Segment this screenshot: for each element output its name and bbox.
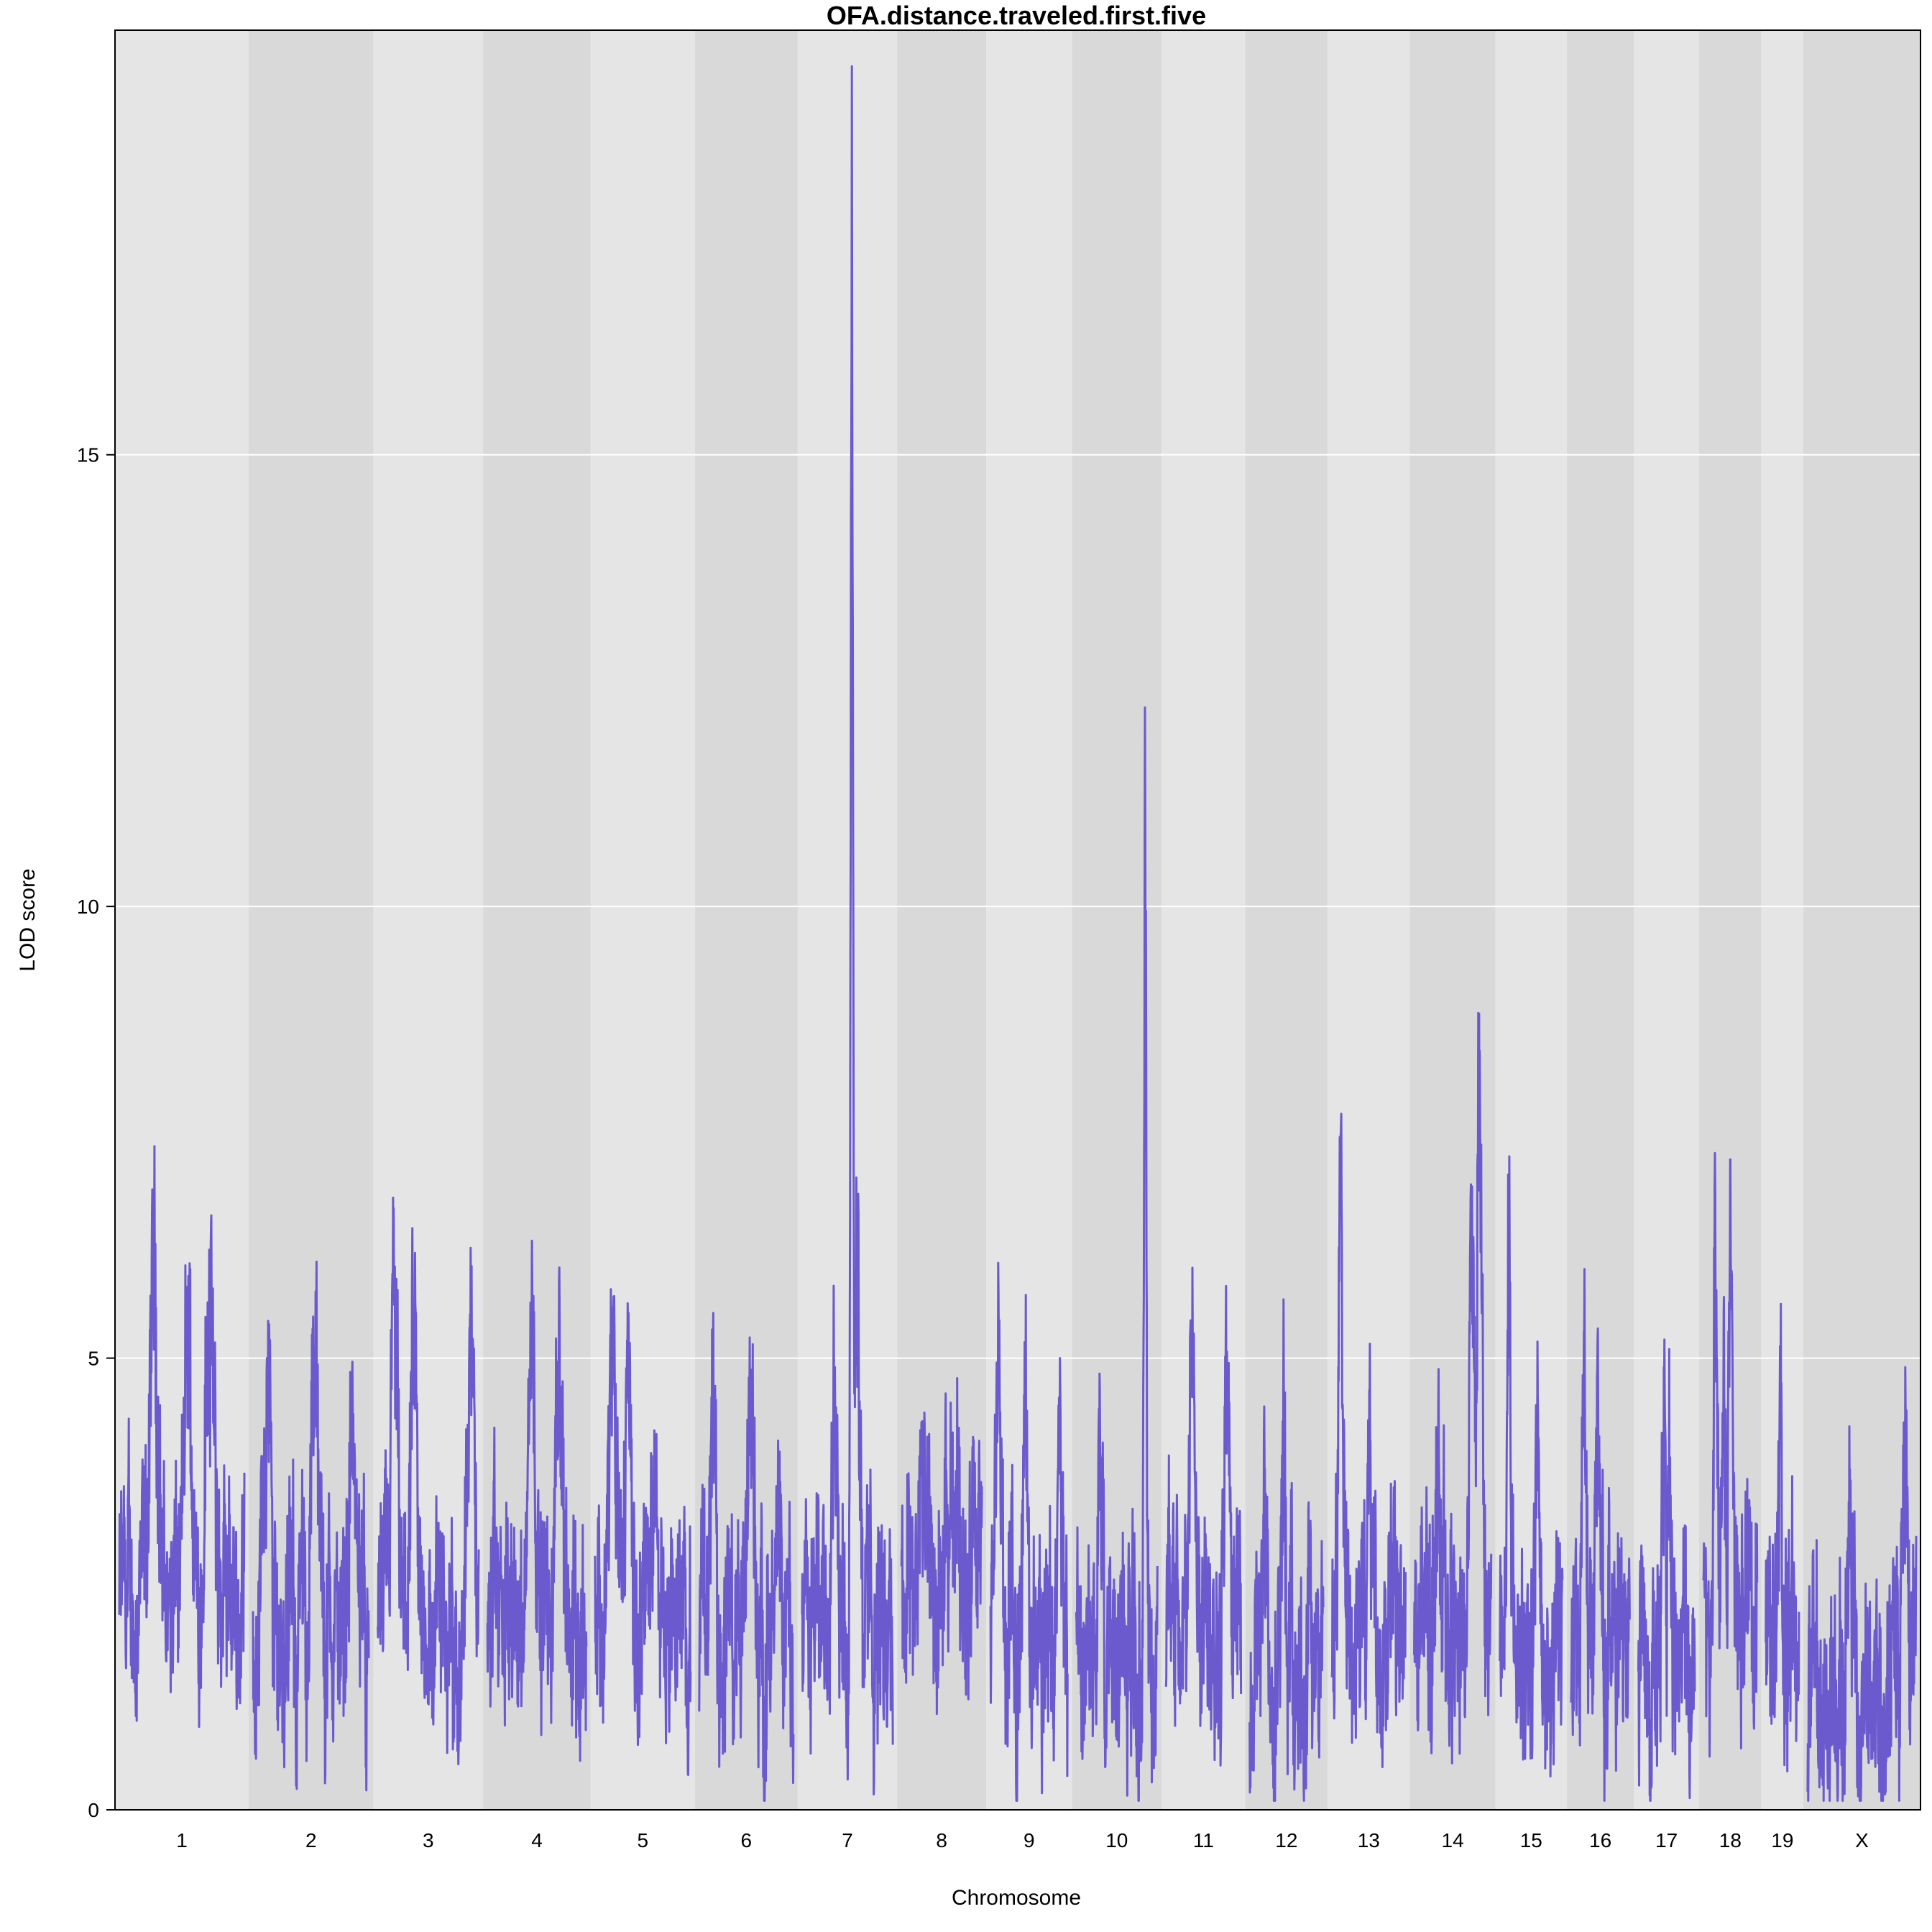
lod-trace [900,1377,983,1716]
lod-trace [1075,706,1159,1802]
x-tick-label: 11 [1193,1829,1214,1852]
lod-trace [1164,1266,1243,1767]
chromosome-band [797,30,898,1810]
x-tick-label: 16 [1589,1829,1611,1852]
lod-trace [1637,1338,1696,1802]
x-tick-label: 3 [423,1829,434,1852]
lod-trace [698,1312,795,1802]
x-tick-label: 8 [936,1829,947,1852]
x-tick-label: 1 [176,1829,188,1852]
lod-trace [1499,1155,1564,1777]
x-tick-label: X [1855,1829,1869,1852]
x-axis-label: Chromosome [952,1886,1081,1910]
chart-title: OFA.distance.traveled.first.five [827,1,1206,30]
y-tick-label: 0 [88,1799,99,1821]
x-tick-label: 6 [741,1829,753,1852]
x-tick-label: 4 [531,1829,543,1852]
lod-trace [594,1288,692,1776]
lod-trace [989,1261,1069,1802]
lod-trace [1248,1298,1325,1802]
x-tick-label: 19 [1771,1829,1793,1852]
lod-trace [118,1145,246,1728]
y-axis-label: LOD score [16,868,40,971]
x-tick-label: 13 [1358,1829,1380,1852]
chromosome-band [248,30,374,1810]
lod-traces [118,65,1918,1802]
y-axis-ticks: 0 5 10 15 [77,444,115,1821]
lod-trace [1702,1151,1759,1758]
lod-trace [377,1196,480,1765]
x-tick-label: 5 [638,1829,649,1852]
lod-trace [252,1260,370,1792]
lod-trace [1765,1302,1800,1772]
lod-trace [1330,1113,1407,1768]
x-tick-label: 18 [1719,1829,1742,1852]
y-tick-label: 15 [77,444,99,466]
lod-trace [486,1239,588,1762]
lod-trace [801,65,894,1795]
plot-frame [114,29,1921,1811]
lod-trace [1806,1366,1918,1802]
x-tick-label: 10 [1105,1829,1128,1852]
x-axis-ticks: 1 2 3 4 5 6 7 8 9 10 11 12 13 14 15 16 17 18 19 X [176,1829,1869,1852]
x-tick-label: 2 [305,1829,317,1852]
chromosome-band [1409,30,1496,1810]
x-tick-label: 14 [1442,1829,1464,1852]
x-tick-label: 7 [842,1829,853,1852]
chromosome-band [1698,30,1762,1810]
lod-trace [1570,1268,1631,1802]
x-tick-label: 15 [1520,1829,1542,1852]
y-tick-label: 5 [88,1348,99,1370]
lod-trace [1413,1011,1493,1765]
x-tick-label: 12 [1275,1829,1297,1852]
x-tick-label: 17 [1655,1829,1678,1852]
x-tick-label: 9 [1024,1829,1035,1852]
y-tick-label: 10 [77,896,99,918]
